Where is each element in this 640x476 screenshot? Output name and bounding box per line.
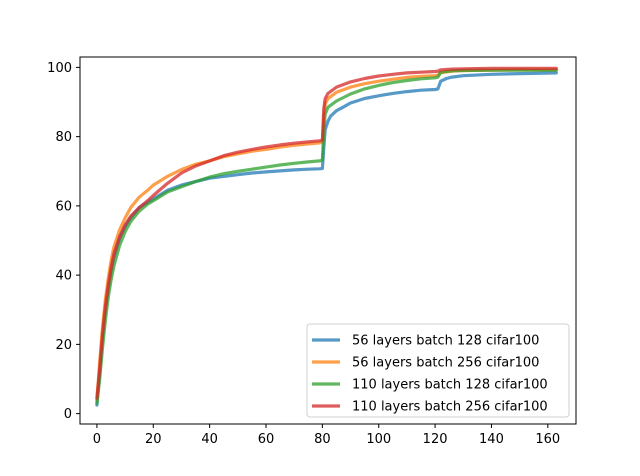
y-tick-label: 0 <box>64 407 72 422</box>
legend: 56 layers batch 128 cifar100 56 layers ba… <box>306 323 570 418</box>
legend-label-1: 56 layers batch 128 cifar100 <box>352 334 539 349</box>
y-tick-label: 40 <box>55 269 72 284</box>
x-tick-label: 120 <box>423 432 448 447</box>
y-tick-label: 20 <box>55 338 72 353</box>
x-tick-label: 40 <box>201 432 218 447</box>
legend-label-2: 56 layers batch 256 cifar100 <box>352 356 539 371</box>
x-tick-label: 60 <box>258 432 275 447</box>
x-tick-label: 0 <box>93 432 101 447</box>
plot-area-frame <box>79 56 577 425</box>
y-tick-label: 60 <box>55 199 72 214</box>
x-tick-label: 140 <box>479 432 504 447</box>
x-axis-ticks: 0 20 40 60 80 100 120 140 160 <box>93 424 560 447</box>
series-line-4 <box>95 66 558 400</box>
x-tick-label: 160 <box>535 432 560 447</box>
legend-box <box>306 323 570 418</box>
y-tick-label: 100 <box>47 61 72 76</box>
legend-label-4: 110 layers batch 256 cifar100 <box>352 400 548 415</box>
series-line-3 <box>95 68 558 405</box>
legend-label-3: 110 layers batch 128 cifar100 <box>352 378 548 393</box>
y-tick-label: 80 <box>55 130 72 145</box>
x-tick-label: 80 <box>314 432 331 447</box>
y-axis-ticks: 0 20 40 60 80 100 <box>47 61 80 422</box>
legend-items: 56 layers batch 128 cifar100 56 layers ba… <box>312 334 548 415</box>
x-tick-label: 100 <box>366 432 391 447</box>
x-tick-label: 20 <box>145 432 162 447</box>
series-line-2 <box>95 68 558 402</box>
series-layer <box>95 66 558 407</box>
